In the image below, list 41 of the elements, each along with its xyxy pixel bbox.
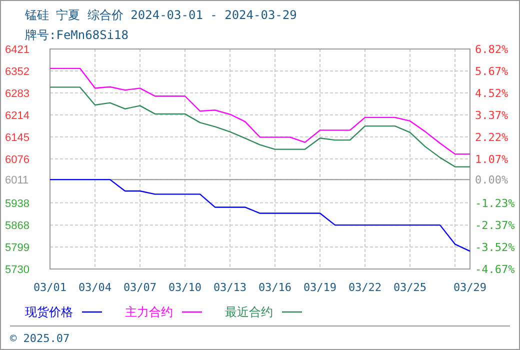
- legend-label: 最近合约: [225, 305, 273, 319]
- y-tick-label: 6145: [5, 132, 30, 144]
- x-tick-label: 03/29: [453, 281, 487, 294]
- x-tick-label: 03/25: [393, 281, 427, 294]
- legend-label: 现货价格: [25, 305, 73, 319]
- y-tick-label: 6214: [5, 110, 30, 122]
- line-series: [49, 86, 471, 168]
- x-tick-label: 03/22: [348, 281, 382, 294]
- line-series: [49, 68, 471, 155]
- y-tick-label: 6421: [5, 44, 30, 56]
- y-tick-label: 5799: [5, 242, 30, 254]
- x-tick-label: 03/07: [123, 281, 157, 294]
- y-tick-label: 6352: [5, 66, 30, 78]
- y2-tick-label: 1.07%: [475, 153, 508, 166]
- legend-label: 主力合约: [125, 305, 173, 319]
- y-tick-label: 5730: [5, 264, 30, 276]
- y2-tick-label: 3.37%: [475, 109, 508, 122]
- y-tick-label: 6076: [5, 154, 30, 166]
- y-tick-label: 5938: [5, 198, 30, 210]
- y2-tick-label: -4.67%: [475, 263, 516, 276]
- line-series: [49, 178, 471, 252]
- x-tick-label: 03/01: [33, 281, 67, 294]
- x-tick-label: 03/19: [303, 281, 337, 294]
- y2-tick-label: -1.23%: [475, 197, 516, 210]
- y2-tick-label: 5.67%: [475, 65, 508, 78]
- y2-tick-label: -2.37%: [475, 218, 516, 232]
- y2-tick-label: -3.52%: [475, 240, 516, 254]
- x-tick-label: 03/13: [213, 281, 247, 294]
- chart-subtitle: 牌号:FeMn68Si18: [25, 28, 128, 42]
- x-tick-label: 03/04: [78, 281, 112, 294]
- y2-tick-label: 0.00%: [475, 174, 508, 187]
- y2-tick-label: 4.52%: [475, 87, 508, 100]
- x-tick-label: 03/16: [258, 281, 292, 294]
- text: © 2025.07: [10, 332, 70, 345]
- x-tick-label: 03/10: [168, 281, 202, 294]
- y-tick-label: 6011: [5, 174, 29, 187]
- y-tick-label: 5868: [5, 220, 30, 232]
- y-tick-label: 6283: [5, 88, 30, 100]
- chart-title: 锰硅 宁夏 综合价 2024-03-01 - 2024-03-29: [24, 8, 297, 22]
- y2-tick-label: 2.22%: [475, 131, 508, 144]
- y2-tick-label: 6.82%: [475, 43, 508, 56]
